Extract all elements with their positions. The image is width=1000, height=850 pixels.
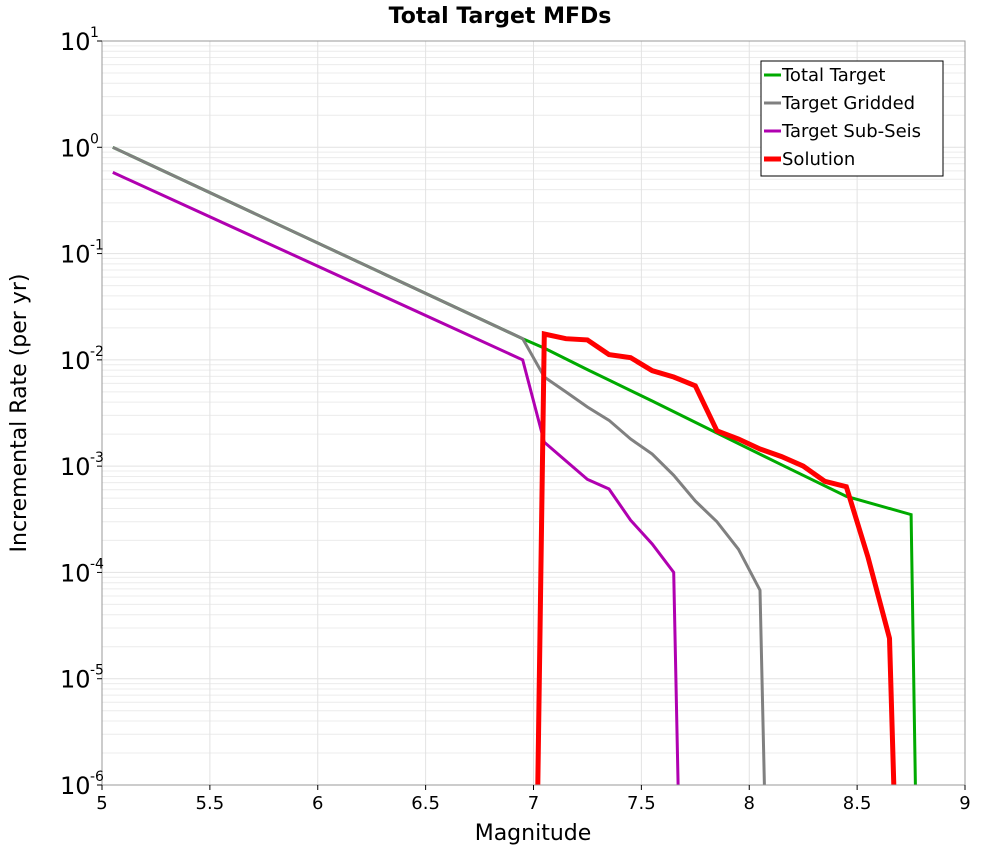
x-tick-label: 6: [312, 793, 323, 814]
y-tick-base: 10: [60, 559, 91, 587]
y-tick-exponent: -3: [90, 450, 104, 466]
y-tick-label: 10 -5: [60, 663, 104, 694]
y-tick-exponent: 0: [90, 131, 99, 147]
legend: Total Target Target Gridded Target Sub-Sei…: [760, 60, 944, 177]
y-tick-label: 10 -4: [60, 556, 104, 587]
y-axis-label: Incremental Rate (per yr): [7, 274, 32, 553]
x-axis-label: Magnitude: [475, 821, 592, 846]
x-tick-label: 5: [96, 793, 107, 814]
x-tick-label: 5.5: [196, 793, 225, 814]
legend-item: Total Target: [764, 65, 885, 86]
x-tick-label: 7: [528, 793, 539, 814]
y-tick-base: 10: [60, 134, 91, 162]
y-tick-base: 10: [60, 347, 91, 375]
series-group: [112, 145, 917, 785]
x-tick-label: 6.5: [411, 793, 440, 814]
y-tick-exponent: -4: [90, 556, 104, 572]
legend-label: Total Target: [781, 65, 885, 86]
x-axis: 5 5.5 6 6.5 7 7.5 8 8.5 9: [96, 785, 971, 814]
legend-item: Target Sub-Seis: [764, 121, 921, 142]
x-tick-label: 8: [744, 793, 755, 814]
y-tick-exponent: -6: [90, 769, 104, 785]
series-line-solution: [535, 330, 897, 785]
y-tick-exponent: -5: [90, 663, 104, 679]
x-tick-label: 9: [959, 793, 970, 814]
y-tick-base: 10: [60, 453, 91, 481]
y-tick-label: 10 1: [60, 25, 99, 56]
legend-item: Solution: [764, 149, 855, 170]
y-tick-base: 10: [60, 772, 91, 800]
series-line-target-sub-seis: [112, 171, 680, 785]
y-tick-exponent: -2: [90, 344, 104, 360]
y-tick-base: 10: [60, 666, 91, 694]
y-tick-label: 10 -6: [60, 769, 104, 800]
grid: [101, 41, 966, 786]
chart-title: Total Target MFDs: [389, 4, 612, 29]
legend-label: Target Sub-Seis: [781, 121, 921, 142]
x-tick-label: 8.5: [843, 793, 872, 814]
y-tick-exponent: -1: [90, 238, 104, 254]
y-tick-label: 10 -3: [60, 450, 104, 481]
legend-item: Target Gridded: [764, 93, 915, 114]
y-tick-exponent: 1: [90, 25, 99, 41]
series-line-total-target: [112, 145, 917, 785]
series-line-target-gridded: [112, 145, 766, 785]
y-tick-base: 10: [60, 241, 91, 269]
x-tick-label: 7.5: [627, 793, 656, 814]
y-tick-label: 10 -1: [60, 238, 104, 269]
y-tick-label: 10 -2: [60, 344, 104, 375]
legend-label: Solution: [782, 149, 855, 170]
legend-box: [760, 60, 944, 177]
legend-label: Target Gridded: [781, 93, 915, 114]
y-tick-label: 10 0: [60, 131, 99, 162]
y-tick-base: 10: [60, 28, 91, 56]
